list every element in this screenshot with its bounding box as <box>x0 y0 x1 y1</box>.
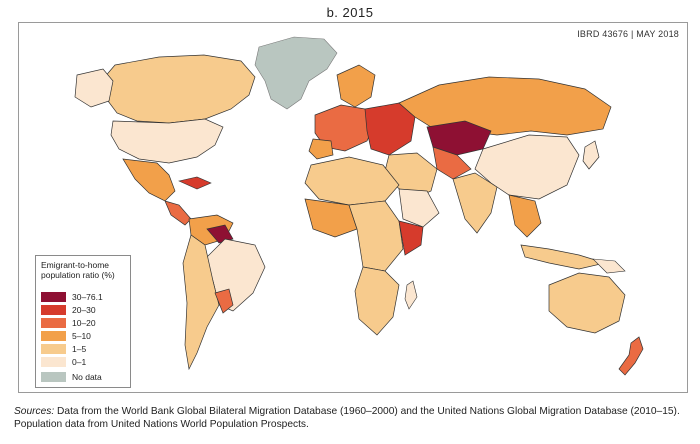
map-title: b. 2015 <box>326 5 374 20</box>
region-central-africa <box>348 200 404 272</box>
legend-label: 20–30 <box>72 304 96 315</box>
legend-swatch <box>41 317 66 328</box>
region-mexico <box>122 158 176 202</box>
map-legend: Emigrant-to-home population ratio (%) 30… <box>35 255 131 388</box>
legend-label: 0–1 <box>72 356 87 367</box>
region-madagascar <box>404 280 418 310</box>
region-alaska <box>74 68 114 108</box>
region-usa <box>110 118 224 164</box>
legend-swatch <box>41 356 66 367</box>
region-southern-africa <box>354 266 400 336</box>
region-central-asia <box>432 146 472 180</box>
legend-item: 30–76.1 <box>41 291 103 302</box>
region-japan <box>582 140 600 170</box>
region-arabia <box>398 188 440 228</box>
legend-item: 1–5 <box>41 343 86 354</box>
legend-label: No data <box>72 371 102 382</box>
legend-label: 1–5 <box>72 343 87 354</box>
region-western-europe <box>314 104 376 152</box>
region-horn-of-africa <box>398 220 424 256</box>
region-paraguay <box>214 288 234 314</box>
legend-label: 30–76.1 <box>72 291 103 302</box>
region-north-africa <box>304 156 400 206</box>
region-central-america <box>164 200 192 226</box>
legend-item: 20–30 <box>41 304 96 315</box>
legend-item: No data <box>41 371 102 382</box>
legend-swatch <box>41 291 66 302</box>
legend-label: 5–10 <box>72 330 91 341</box>
region-new-zealand <box>618 336 644 376</box>
sources-text: Data from the World Bank Global Bilatera… <box>14 406 680 430</box>
region-south-asia <box>452 172 498 234</box>
legend-swatch <box>41 330 66 341</box>
legend-swatch <box>41 343 66 354</box>
world-map: IBRD 43676 | MAY 2018 Emigrant-to-home p… <box>18 22 688 393</box>
legend-label: 10–20 <box>72 317 96 328</box>
region-papua <box>592 258 626 274</box>
region-greenland <box>254 36 338 110</box>
region-guyana <box>206 224 234 244</box>
sources-note: Sources: Data from the World Bank Global… <box>14 405 694 431</box>
legend-item: 5–10 <box>41 330 91 341</box>
region-china <box>474 134 580 200</box>
region-scandinavia <box>336 64 376 108</box>
region-southeast-asia <box>508 194 542 238</box>
world-map-svg <box>74 36 644 376</box>
region-caribbean <box>178 176 212 190</box>
region-andes <box>182 234 220 371</box>
region-iberia <box>308 138 334 160</box>
map-credit: IBRD 43676 | MAY 2018 <box>577 29 679 39</box>
legend-item: 0–1 <box>41 356 86 367</box>
sources-prefix: Sources: <box>14 406 55 417</box>
region-australia <box>548 272 626 334</box>
legend-item: 10–20 <box>41 317 96 328</box>
region-canada <box>102 54 256 124</box>
region-indonesia <box>520 244 607 270</box>
region-west-africa <box>304 198 358 238</box>
legend-swatch <box>41 304 66 315</box>
legend-swatch <box>41 371 66 382</box>
legend-title: Emigrant-to-home population ratio (%) <box>41 260 115 280</box>
